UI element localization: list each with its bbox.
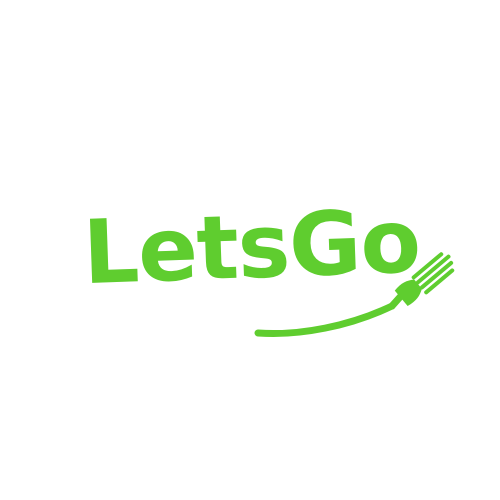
swoosh-line [254,302,396,337]
fork-icon [388,252,455,310]
brand-wordmark: LetsGo [81,189,421,304]
